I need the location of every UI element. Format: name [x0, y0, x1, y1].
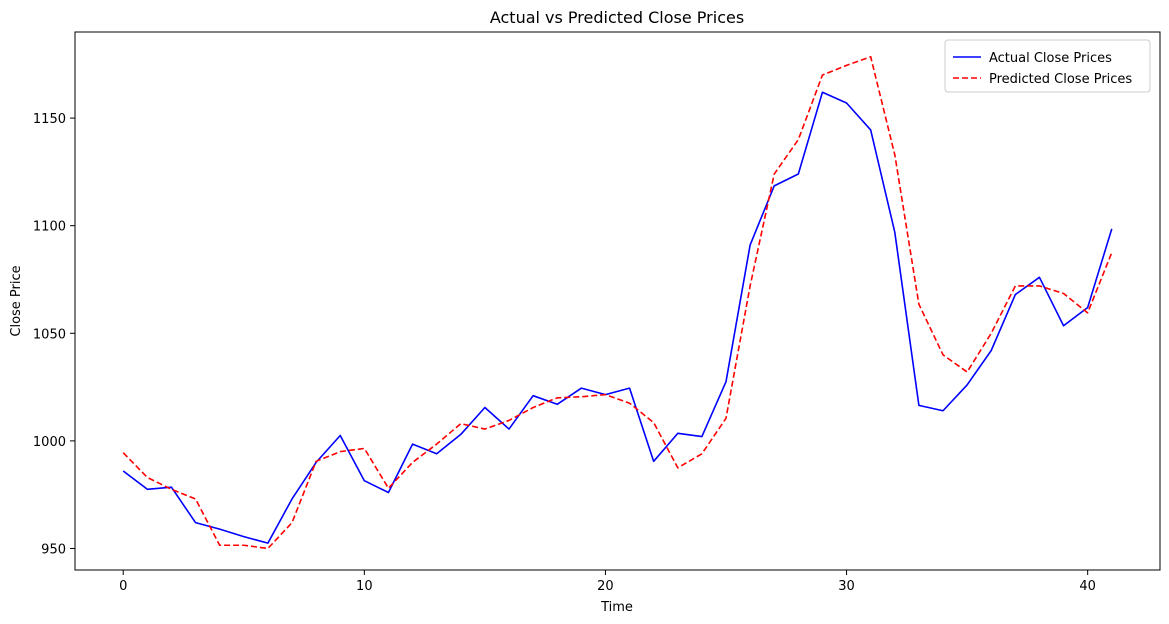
legend-label: Actual Close Prices: [989, 51, 1112, 66]
series-line-actual: [122, 91, 1113, 544]
x-tick-label: 30: [838, 579, 855, 594]
y-tick-label: 1150: [33, 112, 66, 127]
y-tick-label: 950: [41, 542, 66, 557]
legend-label: Predicted Close Prices: [989, 72, 1132, 87]
x-axis: 0 10 20 30 40: [119, 570, 1096, 594]
y-tick-label: 1050: [33, 327, 66, 342]
chart-title: Actual vs Predicted Close Prices: [490, 8, 744, 27]
x-tick-label: 10: [356, 579, 373, 594]
y-axis: 950 1000 1050 1100 1150: [33, 112, 75, 557]
legend-box: [944, 39, 1151, 93]
legend: Actual Close Prices Predicted Close Price…: [944, 39, 1151, 93]
series-line-predicted: [122, 55, 1113, 550]
plot-area: [74, 31, 1161, 571]
x-axis-title: Time: [600, 600, 633, 615]
x-tick-label: 40: [1079, 579, 1096, 594]
y-tick-label: 1100: [33, 220, 66, 235]
y-axis-title: Close Price: [9, 265, 24, 336]
x-tick-label: 0: [119, 579, 127, 594]
series-layer: [122, 55, 1113, 550]
y-tick-label: 1000: [33, 435, 66, 450]
x-tick-label: 20: [597, 579, 614, 594]
